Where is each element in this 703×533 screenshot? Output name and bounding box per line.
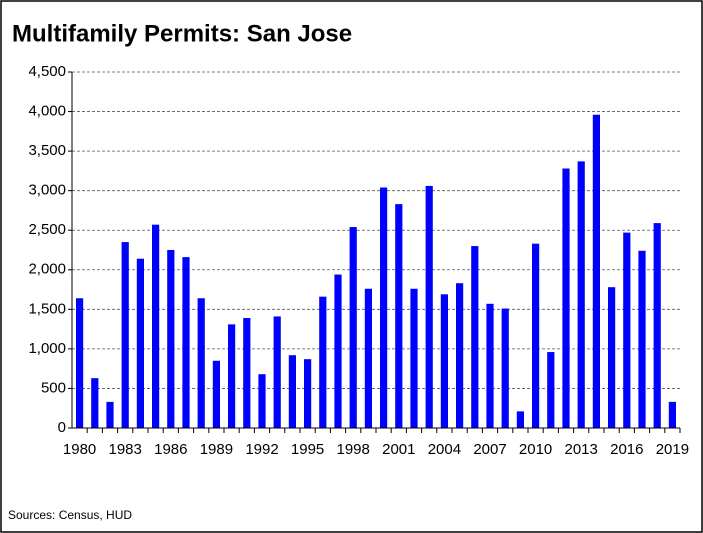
bar xyxy=(364,288,372,428)
y-tick-label: 3,500 xyxy=(28,142,66,159)
bar xyxy=(304,359,312,428)
bar xyxy=(212,360,220,428)
bar xyxy=(471,246,479,428)
bar xyxy=(380,187,388,428)
x-tick-label: 2007 xyxy=(473,441,506,458)
bar xyxy=(258,374,266,428)
x-tick-label: 2004 xyxy=(428,441,461,458)
y-tick-label: 1,500 xyxy=(28,300,66,317)
bar xyxy=(395,204,403,428)
bar xyxy=(319,296,327,428)
y-tick-label: 2,500 xyxy=(28,221,66,238)
y-tick-label: 4,500 xyxy=(28,63,66,80)
bar xyxy=(562,168,570,428)
y-tick-label: 4,000 xyxy=(28,103,66,120)
bar xyxy=(623,232,631,428)
bar xyxy=(106,401,114,428)
x-tick-label: 2016 xyxy=(610,441,643,458)
bar xyxy=(440,294,448,428)
bar xyxy=(334,274,342,428)
bar xyxy=(410,288,418,428)
bar xyxy=(349,227,357,428)
bar xyxy=(76,298,84,428)
bar xyxy=(136,258,144,428)
y-tick-label: 3,000 xyxy=(28,182,66,199)
x-tick-label: 1995 xyxy=(291,441,324,458)
bar xyxy=(182,257,190,428)
x-tick-label: 1989 xyxy=(200,441,233,458)
bar xyxy=(91,378,99,428)
x-tick-label: 1998 xyxy=(337,441,370,458)
y-tick-label: 2,000 xyxy=(28,261,66,278)
x-tick-label: 1992 xyxy=(245,441,278,458)
x-tick-label: 1980 xyxy=(63,441,96,458)
bar xyxy=(653,223,661,428)
bar xyxy=(228,324,236,428)
y-tick-label: 1,000 xyxy=(28,340,66,357)
x-tick-label: 2010 xyxy=(519,441,552,458)
bar xyxy=(638,250,646,428)
x-tick-label: 2013 xyxy=(565,441,598,458)
bar xyxy=(592,114,600,428)
x-tick-label: 2001 xyxy=(382,441,415,458)
bar xyxy=(547,352,555,428)
bar xyxy=(668,401,676,428)
bar xyxy=(243,318,251,428)
bar xyxy=(516,411,524,428)
chart-title: Multifamily Permits: San Jose xyxy=(12,20,352,47)
y-tick-label: 0 xyxy=(58,419,66,436)
x-tick-label: 1986 xyxy=(154,441,187,458)
bar xyxy=(532,243,540,428)
bar xyxy=(456,283,464,428)
bar xyxy=(486,303,494,428)
bar xyxy=(501,308,509,428)
bar xyxy=(167,250,175,428)
bar xyxy=(152,224,160,428)
source: Sources: Census, HUD xyxy=(8,508,132,522)
bar xyxy=(288,355,296,428)
bar xyxy=(425,185,433,428)
x-tick-label: 1983 xyxy=(109,441,142,458)
bar xyxy=(197,298,205,428)
x-tick-label: 2019 xyxy=(656,441,689,458)
bar xyxy=(273,316,281,428)
y-tick-label: 500 xyxy=(41,379,66,396)
bar xyxy=(121,242,129,428)
bar xyxy=(608,287,616,428)
bar xyxy=(577,161,585,428)
